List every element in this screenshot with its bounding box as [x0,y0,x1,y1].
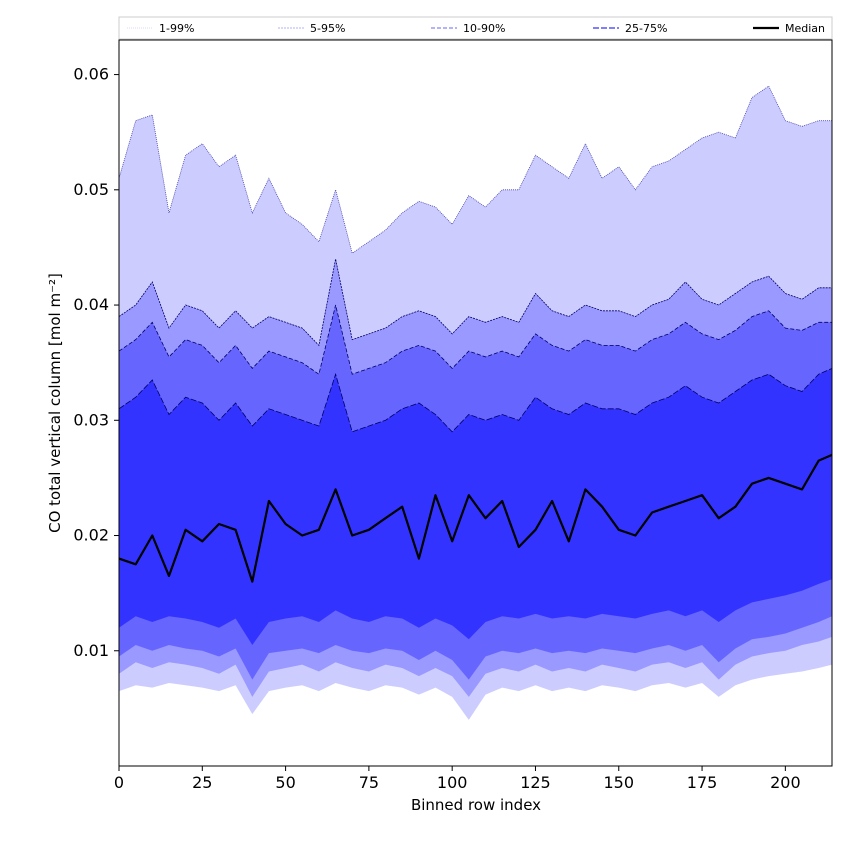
y-tick-label: 0.02 [73,526,109,545]
y-tick-label: 0.06 [73,65,109,84]
x-axis: 0 25 50 75 100 125 150 175 200 [114,766,801,792]
median-series [118,453,833,583]
x-tick-label: 200 [770,773,801,792]
y-axis-label: CO total vertical column [mol m⁻²] [46,273,64,533]
x-tick-label: 125 [520,773,551,792]
percentile-bands [118,85,833,720]
x-tick-label: 25 [192,773,212,792]
band-5-95%-upper-line [118,258,832,347]
band-10-90%-upper-line [118,304,832,375]
legend-label: 25-75% [625,22,667,35]
y-tick-label: 0.05 [73,180,109,199]
legend-label: 10-90% [463,22,505,35]
y-tick-label: 0.01 [73,641,109,660]
x-tick-label: 0 [114,773,124,792]
band-25-75%-upper-line [118,368,833,433]
x-axis-label: Binned row index [411,796,541,814]
median-line [118,453,833,583]
legend: 1-99% 5-95% 10-90% 25-75% Median [118,16,833,40]
band-25-75%-area [119,368,832,645]
x-tick-label: 150 [603,773,634,792]
plot-area [118,85,833,720]
y-axis: 0.01 0.02 0.03 0.04 0.05 0.06 [73,65,119,660]
x-tick-label: 100 [437,773,468,792]
plot-frame [118,39,833,767]
legend-label: 1-99% [159,22,194,35]
x-tick-label: 75 [359,773,379,792]
x-tick-label: 50 [275,773,295,792]
legend-label: 5-95% [310,22,345,35]
y-tick-label: 0.03 [73,410,109,429]
y-tick-label: 0.04 [73,295,109,314]
legend-box [118,16,833,40]
band-1-99%-upper-line [118,85,832,254]
legend-label: Median [785,22,825,35]
x-tick-label: 175 [687,773,718,792]
